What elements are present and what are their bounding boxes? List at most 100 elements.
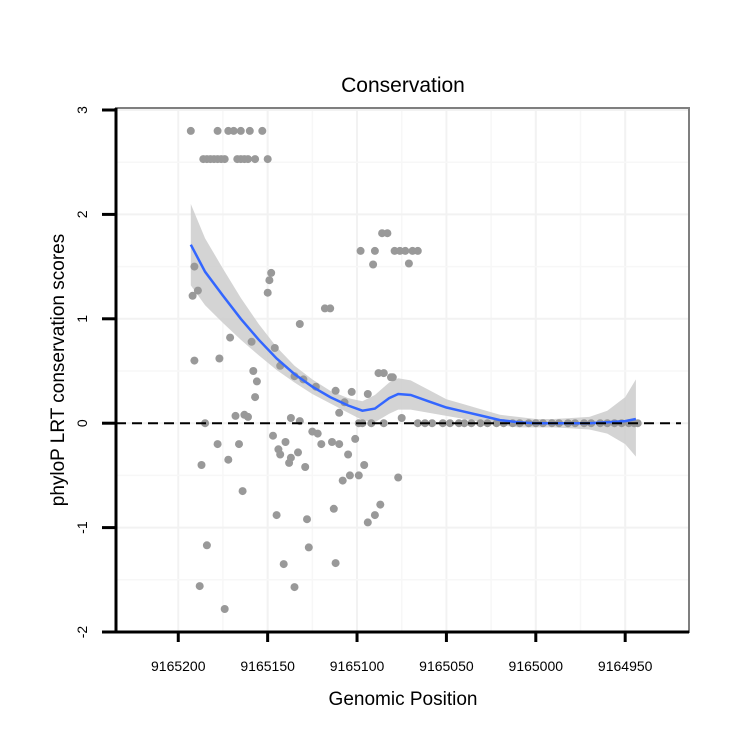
- data-point: [360, 461, 369, 469]
- panel-border: [115, 107, 690, 633]
- data-point: [263, 155, 272, 164]
- data-point: [251, 155, 260, 164]
- data-point: [251, 393, 260, 402]
- data-point: [326, 304, 335, 313]
- x-tick-label: 9165100: [330, 658, 385, 674]
- data-point: [303, 515, 311, 524]
- data-point: [397, 414, 406, 422]
- data-point: [363, 518, 372, 527]
- data-point: [379, 369, 388, 378]
- data-point: [331, 559, 340, 568]
- y-axis-label: phyloP LRT conservation scores: [48, 234, 69, 507]
- data-point: [294, 448, 302, 457]
- data-point: [446, 419, 454, 428]
- data-point: [186, 126, 195, 135]
- data-point: [224, 455, 233, 464]
- data-point: [285, 458, 294, 467]
- data-point: [301, 463, 310, 471]
- data-point: [370, 246, 379, 255]
- data-point: [190, 356, 199, 365]
- data-point: [344, 450, 353, 459]
- data-point: [231, 411, 240, 420]
- confidence-band: [190, 204, 636, 457]
- data-point: [460, 419, 469, 428]
- data-point: [428, 419, 437, 428]
- plot-panel: [115, 107, 690, 633]
- data-point: [267, 268, 276, 277]
- x-axis: 9165200 9165150 9165100 9165050 9165000 91649…: [116, 630, 689, 674]
- data-point: [197, 461, 206, 469]
- confidence-band-layer: [190, 204, 636, 457]
- data-point: [338, 476, 347, 485]
- data-point: [313, 429, 322, 438]
- data-point: [202, 541, 211, 550]
- data-point: [356, 246, 365, 255]
- x-tick-label: 9164950: [598, 658, 653, 674]
- data-point: [193, 286, 202, 295]
- data-point: [213, 440, 222, 449]
- data-point: [235, 440, 243, 449]
- data-point: [329, 504, 338, 513]
- data-point: [276, 450, 285, 459]
- data-point: [220, 155, 229, 164]
- data-point: [295, 320, 304, 328]
- data-point: [363, 390, 372, 398]
- data-point: [331, 386, 340, 395]
- data-point: [263, 288, 272, 297]
- scatter-points-layer: [186, 126, 642, 613]
- data-point: [304, 543, 313, 552]
- data-point: [347, 387, 356, 396]
- data-point: [238, 487, 247, 496]
- data-point: [213, 126, 222, 135]
- data-point: [328, 438, 336, 446]
- data-point: [265, 276, 274, 285]
- data-point: [317, 440, 326, 449]
- data-point: [247, 337, 256, 346]
- data-point: [476, 419, 485, 428]
- data-point: [226, 333, 235, 342]
- data-point: [379, 419, 388, 428]
- data-point: [190, 262, 199, 271]
- y-axis: -2 -1 0 1 2 3: [74, 106, 118, 639]
- y-tick-label: -1: [74, 521, 90, 534]
- x-axis-label: Genomic Position: [329, 689, 478, 710]
- data-point: [394, 473, 403, 482]
- data-point: [270, 344, 279, 352]
- y-tick-label: 2: [74, 210, 90, 218]
- x-tick-label: 9165150: [240, 658, 295, 674]
- data-point: [388, 373, 397, 382]
- grid-lines: [116, 108, 689, 633]
- chart-title: Conservation: [341, 74, 465, 97]
- data-point: [351, 434, 360, 443]
- y-tick-label: 0: [74, 419, 90, 427]
- data-point: [281, 438, 290, 446]
- smooth-line-layer: [189, 244, 637, 425]
- x-tick-label: 9165200: [151, 658, 206, 674]
- x-tick-label: 9165000: [509, 658, 564, 674]
- data-point: [413, 246, 422, 255]
- data-point: [335, 408, 344, 417]
- data-point: [413, 419, 422, 428]
- data-point: [272, 511, 281, 520]
- y-tick-label: 3: [74, 106, 90, 114]
- data-point: [383, 229, 392, 238]
- data-point: [252, 377, 261, 386]
- x-tick-label: 9165050: [419, 658, 474, 674]
- data-point: [244, 155, 252, 164]
- data-point: [195, 582, 204, 591]
- data-point: [249, 367, 258, 375]
- data-point: [345, 471, 354, 480]
- data-point: [236, 126, 245, 135]
- data-point: [376, 500, 385, 509]
- data-point: [335, 440, 344, 449]
- data-point: [404, 259, 413, 268]
- data-point: [290, 583, 299, 592]
- data-point: [220, 605, 229, 613]
- data-point: [369, 260, 378, 269]
- data-point: [279, 560, 288, 569]
- data-point: [492, 419, 501, 428]
- data-point: [354, 471, 363, 480]
- y-tick-label: -2: [74, 626, 90, 639]
- data-point: [258, 126, 267, 135]
